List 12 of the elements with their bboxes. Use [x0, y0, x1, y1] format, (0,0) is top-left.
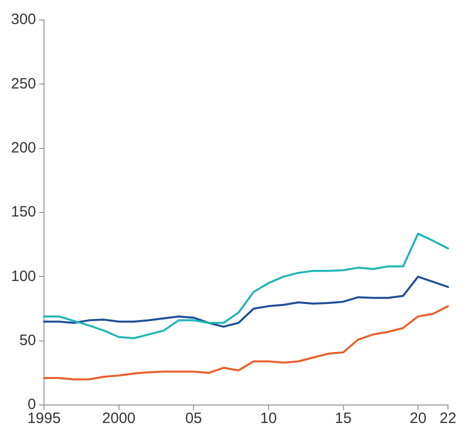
- y-tick-label: 300: [10, 11, 36, 28]
- y-tick-label: 100: [10, 268, 36, 285]
- y-tick-label: 150: [10, 204, 36, 221]
- x-tick-label: 22: [440, 410, 456, 428]
- x-tick-label: 15: [334, 410, 352, 428]
- y-tick-label: 250: [10, 75, 36, 92]
- y-tick-label: 200: [10, 139, 36, 156]
- x-tick-label: 05: [185, 410, 202, 428]
- x-tick-label: 2000: [102, 410, 136, 428]
- x-tick-label: 20: [410, 410, 426, 428]
- x-tick-label: 10: [260, 410, 277, 428]
- y-tick-label: 50: [19, 332, 36, 349]
